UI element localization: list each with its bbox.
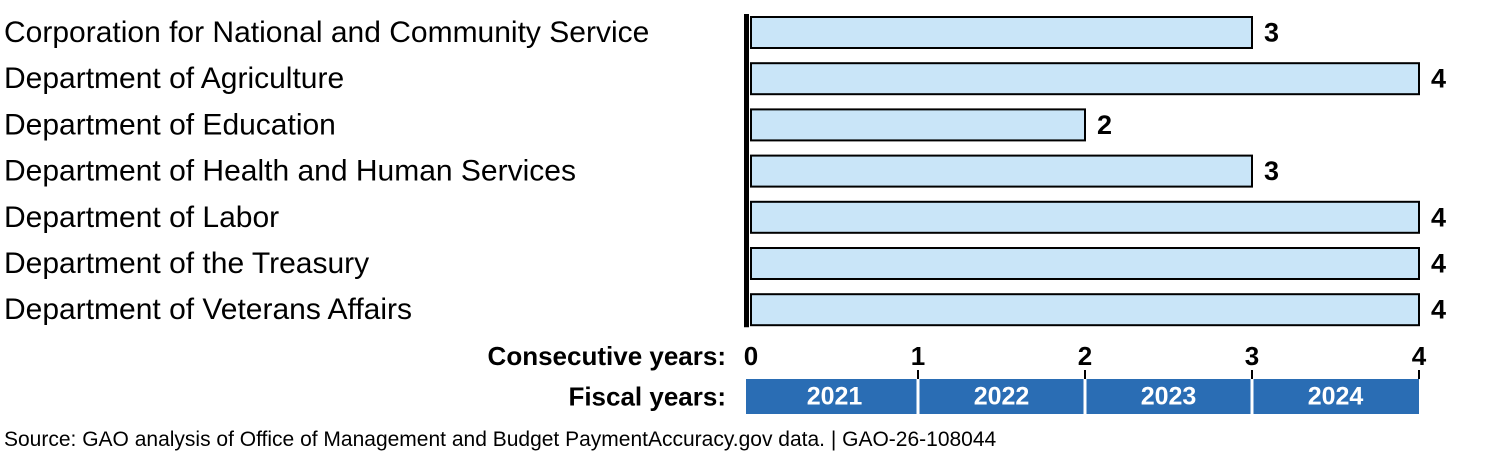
x-tick-label: 0 (744, 341, 758, 371)
bar (750, 200, 1420, 234)
bar (750, 108, 1086, 142)
bar (750, 293, 1420, 327)
category-label: Department of Labor (4, 201, 279, 234)
bar-value-label: 2 (1097, 110, 1112, 140)
x-tick-label: 2 (1078, 341, 1092, 371)
category-label: Department of Agriculture (4, 62, 344, 95)
x-axis-title: Consecutive years: (488, 341, 726, 371)
source-note: Source: GAO analysis of Office of Manage… (4, 428, 997, 451)
fiscal-years-label: Fiscal years: (568, 382, 726, 412)
fiscal-year-label: 2023 (1141, 383, 1197, 411)
bar-value-label: 3 (1264, 18, 1279, 48)
bar-value-label: 4 (1431, 295, 1446, 325)
category-label: Department of Education (4, 108, 336, 141)
bar (750, 62, 1420, 96)
category-label: Corporation for National and Community S… (4, 16, 649, 49)
bar-value-label: 4 (1431, 249, 1446, 279)
bar-value-label: 3 (1264, 156, 1279, 186)
fiscal-year-label: 2024 (1308, 383, 1364, 411)
bar (750, 16, 1253, 49)
bar-value-label: 4 (1431, 64, 1446, 94)
bar (750, 154, 1253, 188)
category-label: Department of Veterans Affairs (4, 293, 412, 326)
fiscal-year-label: 2021 (807, 383, 863, 411)
x-tick-label: 4 (1412, 341, 1427, 371)
bar-value-label: 4 (1431, 202, 1446, 232)
bar (750, 247, 1420, 280)
category-label: Department of Health and Human Services (4, 155, 576, 188)
x-tick-label: 1 (911, 341, 925, 371)
x-tick-label: 3 (1245, 341, 1259, 371)
fiscal-year-label: 2022 (974, 383, 1030, 411)
fiscal-years-band (746, 379, 1419, 414)
category-label: Department of the Treasury (4, 247, 369, 280)
